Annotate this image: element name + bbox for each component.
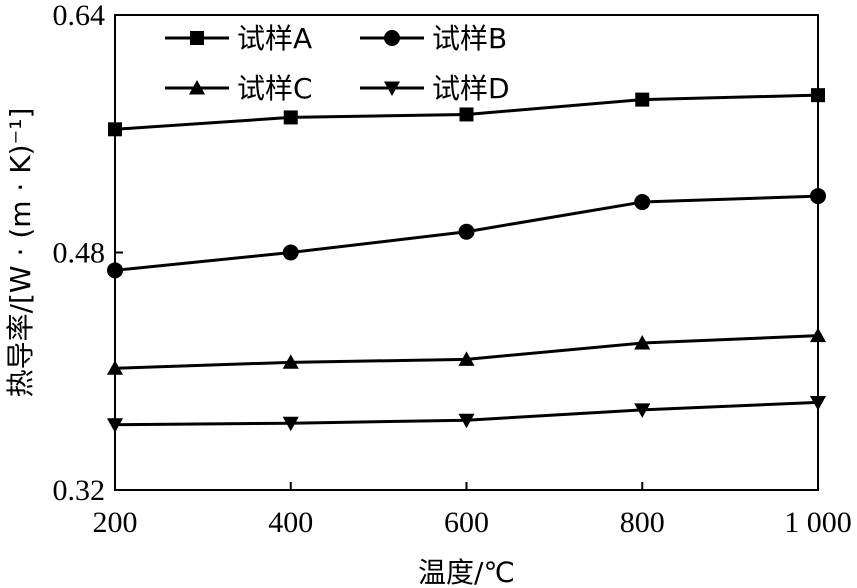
x-axis-ticks: 200 400 600 800 1 000	[93, 482, 852, 539]
data-point	[811, 88, 825, 103]
series-b	[107, 188, 826, 279]
legend-marker	[384, 30, 400, 46]
x-tick-label: 800	[620, 506, 665, 539]
legend-label: 试样C	[237, 72, 313, 105]
x-tick-label: 200	[93, 506, 138, 539]
legend-item: 试样A	[165, 22, 312, 55]
series-layer	[106, 88, 827, 433]
series-d	[106, 395, 827, 433]
data-point	[635, 92, 650, 107]
x-tick-label: 400	[268, 506, 313, 539]
data-point	[809, 327, 827, 343]
x-axis-title: 温度/℃	[418, 556, 515, 588]
y-tick-label: 0.32	[53, 474, 106, 507]
data-point	[634, 334, 651, 350]
legend-item: 试样C	[165, 72, 313, 105]
legend-label: 试样B	[432, 22, 507, 55]
data-point	[282, 354, 299, 369]
data-point	[810, 188, 826, 205]
data-point	[458, 413, 475, 429]
data-point	[458, 223, 475, 240]
x-tick-label: 1 000	[784, 506, 852, 539]
y-tick-label: 0.48	[53, 237, 106, 270]
legend: 试样A 试样B 试样C 试样D	[165, 22, 510, 105]
y-tick-label: 0.64	[53, 0, 106, 32]
series-a	[108, 88, 825, 137]
y-axis-title: 热导率/[W · (m · K)⁻¹]	[4, 108, 37, 398]
legend-label: 试样A	[237, 22, 312, 55]
legend-item: 试样D	[360, 72, 510, 105]
data-point	[459, 107, 474, 122]
data-point	[108, 122, 122, 137]
data-point	[106, 360, 124, 375]
data-point	[809, 395, 827, 411]
y-axis-ticks: 0.32 0.48 0.64	[53, 0, 123, 507]
data-point	[106, 418, 124, 433]
legend-marker	[188, 79, 206, 95]
legend-marker	[190, 31, 204, 45]
data-point	[458, 351, 475, 366]
x-tick-label: 600	[444, 506, 489, 539]
legend-item: 试样B	[360, 22, 507, 55]
legend-label: 试样D	[432, 72, 510, 105]
data-point	[283, 110, 298, 125]
data-point	[634, 403, 651, 418]
data-point	[282, 244, 299, 261]
series-c	[106, 327, 827, 375]
data-point	[107, 262, 123, 279]
data-point	[634, 194, 651, 211]
legend-marker	[383, 81, 401, 97]
data-point	[282, 416, 299, 432]
